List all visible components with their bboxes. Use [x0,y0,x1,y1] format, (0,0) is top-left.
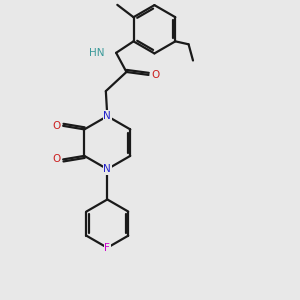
Text: N: N [103,111,111,121]
Text: F: F [104,243,110,253]
Text: O: O [151,70,159,80]
Text: O: O [52,154,61,164]
Text: N: N [103,164,111,174]
Text: HN: HN [89,48,105,58]
Text: O: O [52,121,61,131]
